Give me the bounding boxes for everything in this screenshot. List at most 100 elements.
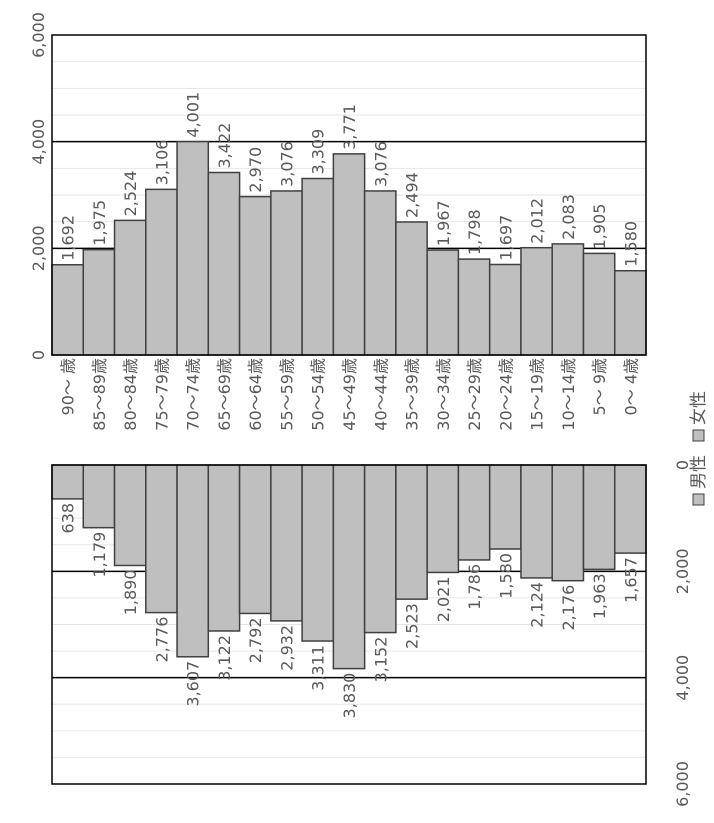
male-data-label: 3,152 [371,637,390,683]
male-data-label: 2,792 [246,617,265,663]
male-plot-frame [51,464,647,785]
female-data-label: 2,970 [246,147,265,193]
female-bar [457,258,491,356]
legend-label: 男性 [689,455,709,489]
female-data-label: 3,076 [277,141,296,187]
female-bar [145,188,178,356]
male-data-label: 1,890 [121,569,140,615]
female-bar [82,248,116,356]
female-data-label: 2,494 [403,172,422,218]
male-bar [51,464,85,500]
age-group-label: 60～64歳 [246,358,265,431]
male-data-label: 638 [59,503,78,534]
age-group-label: 15～19歳 [528,358,547,431]
age-group-label: 70～74歳 [184,358,203,431]
female-plot-frame [51,34,647,356]
male-data-label: 2,176 [559,585,578,631]
female-value-axis: 0 2,000 4,000 6,000 [29,12,48,360]
female-data-label: 2,083 [559,194,578,240]
age-group-label: 75～79歳 [152,358,171,431]
male-data-label: 2,021 [434,576,453,622]
male-data-label: 2,932 [277,625,296,671]
age-group-label: 35～39歳 [403,358,422,431]
age-group-label: 55～59歳 [277,358,296,431]
female-bar [363,190,397,356]
male-bar [582,464,616,571]
female-data-label: 3,771 [340,104,359,150]
male-bar [613,464,647,554]
male-bar [332,464,366,670]
female-data-label: 3,309 [309,129,328,175]
age-group-label: 25～29歳 [465,358,484,431]
female-bar [520,246,553,356]
male-data-label: 1,580 [496,553,515,599]
male-bar [82,464,116,529]
female-data-label: 1,975 [90,200,109,246]
male-bar [488,464,522,550]
male-bar [426,464,460,574]
age-group-label: 85～89歳 [90,358,109,431]
legend-swatch [692,429,705,442]
male-data-label: 1,963 [590,573,609,619]
male-axis-tick-label: 6,000 [673,761,692,807]
male-bar [238,464,272,615]
female-data-label: 1,697 [496,215,515,261]
male-bar [520,464,553,579]
female-data-label: 1,905 [590,204,609,250]
male-bar [457,464,491,561]
female-bar [207,171,241,356]
male-data-label: 3,122 [215,635,234,681]
male-bar [176,464,210,658]
age-group-label: 90～ 歳 [59,358,78,415]
female-bar [488,263,522,356]
female-data-label: 1,580 [621,221,640,267]
male-bars [51,464,647,670]
female-bar [301,177,335,356]
legend-label: 女性 [689,391,709,425]
male-data-label: 1,179 [90,532,109,578]
female-panel: 0 2,000 4,000 6,000 1,692 1,975 2,524 3,106 4,0… [29,12,647,360]
male-data-label: 2,523 [403,603,422,649]
female-bar [613,269,647,356]
male-bar [363,464,397,634]
female-axis-tick-label: 2,000 [29,225,48,271]
female-data-label: 4,001 [184,92,203,138]
age-group-label: 50～54歳 [309,358,328,431]
female-bar [395,221,428,356]
female-data-label: 2,524 [121,171,140,217]
female-data-label: 3,106 [152,140,171,186]
male-data-label: 2,776 [152,617,171,663]
age-group-label: 65～69歳 [215,358,234,431]
age-group-label: 0～ 4歳 [621,358,640,415]
female-bar [426,249,460,356]
male-data-label: 3,607 [184,661,203,707]
female-bar [270,190,303,356]
male-axis-tick-label: 4,000 [673,655,692,701]
male-bar [145,464,178,614]
female-data-label: 1,692 [59,215,78,261]
age-group-label: 30～34歳 [434,358,453,431]
female-bar [238,195,272,356]
male-data-label: 3,830 [340,673,359,719]
male-bar [270,464,303,622]
male-axis-tick-label: 2,000 [673,548,692,594]
male-data-label: 1,786 [465,564,484,610]
female-data-label: 1,798 [465,209,484,255]
female-axis-tick-label: 0 [29,350,48,360]
female-bar [551,243,585,356]
male-data-label: 1,657 [621,557,640,603]
female-data-label: 3,422 [215,123,234,169]
male-bar [301,464,335,642]
female-bar [51,264,85,356]
male-panel: 0 2,000 4,000 6,000 638 1,179 1,890 2,776 3,607… [51,460,692,807]
female-data-label: 1,967 [434,200,453,246]
male-data-labels: 638 1,179 1,890 2,776 3,607 3,122 2,792 2,932 3,… [59,503,641,719]
male-value-axis: 0 2,000 4,000 6,000 [673,460,692,807]
male-data-label: 3,311 [309,645,328,691]
male-bar [207,464,241,632]
age-group-label: 40～44歳 [371,358,390,431]
female-bar [582,252,616,356]
